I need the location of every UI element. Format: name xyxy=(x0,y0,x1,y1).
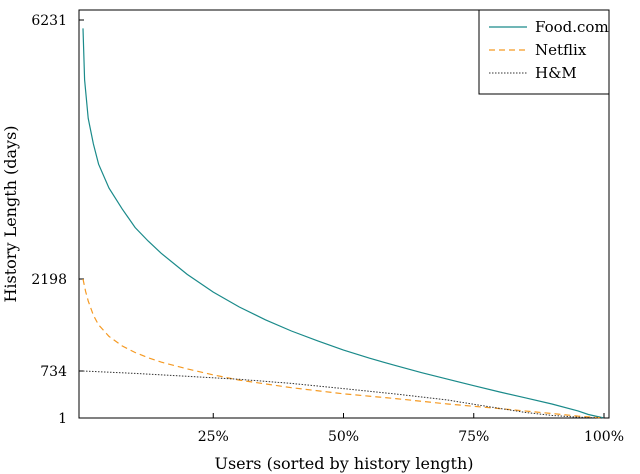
x-tick-label: 25% xyxy=(198,429,229,445)
series-line-h-m xyxy=(82,370,605,419)
y-tick-label: 1 xyxy=(58,411,67,427)
legend-label: Netflix xyxy=(535,41,587,59)
series-lines xyxy=(82,28,605,419)
x-tick-label: 75% xyxy=(458,429,489,445)
series-line-netflix xyxy=(82,278,605,419)
x-tick-label: 100% xyxy=(584,429,624,445)
x-axis-title: Users (sorted by history length) xyxy=(214,454,473,473)
axis-ticks: 1 734 2198 6231 25% 50% 75% 100% xyxy=(31,13,624,445)
y-tick-label: 6231 xyxy=(31,13,67,29)
legend-box xyxy=(478,9,610,95)
series-line-food-com xyxy=(82,28,605,419)
y-tick-label: 734 xyxy=(40,364,67,380)
legend-label: H&M xyxy=(535,64,577,82)
x-tick-label: 50% xyxy=(328,429,359,445)
legend: Food.com Netflix H&M xyxy=(478,9,610,95)
y-axis-title: History Length (days) xyxy=(1,125,20,302)
legend-label: Food.com xyxy=(535,18,609,36)
y-tick-label: 2198 xyxy=(31,272,67,288)
